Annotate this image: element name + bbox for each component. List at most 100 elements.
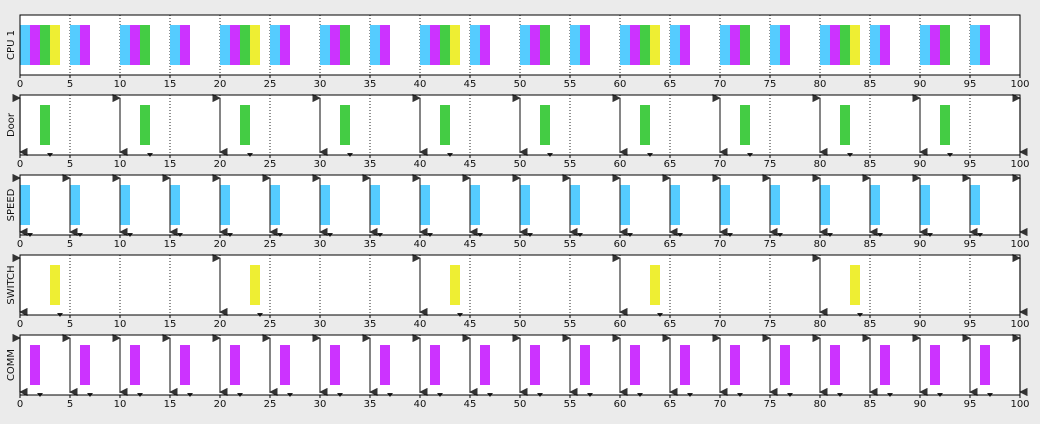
x-tick-label: 100 — [1010, 399, 1029, 410]
execution-bar — [980, 345, 990, 385]
row-label: COMM — [6, 349, 17, 381]
bar-comm — [130, 25, 140, 65]
execution-bar — [970, 185, 980, 225]
bar-door — [40, 25, 50, 65]
x-tick-label: 45 — [464, 239, 477, 250]
x-tick-label: 10 — [114, 399, 127, 410]
bar-door — [940, 25, 950, 65]
x-tick-label: 35 — [364, 79, 377, 90]
x-tick-label: 15 — [164, 159, 177, 170]
bar-speed — [370, 25, 380, 65]
x-tick-label: 50 — [514, 159, 527, 170]
execution-bar — [120, 185, 130, 225]
execution-bar — [920, 185, 930, 225]
execution-bar — [520, 185, 530, 225]
execution-bar — [70, 185, 80, 225]
bar-comm — [980, 25, 990, 65]
x-tick-label: 90 — [914, 319, 927, 330]
bar-comm — [530, 25, 540, 65]
x-tick-label: 80 — [814, 239, 827, 250]
execution-bar — [940, 105, 950, 145]
x-tick-label: 95 — [964, 239, 977, 250]
execution-bar — [830, 345, 840, 385]
x-tick-label: 85 — [864, 319, 877, 330]
x-tick-label: 30 — [314, 159, 327, 170]
x-tick-label: 90 — [914, 159, 927, 170]
x-tick-label: 100 — [1010, 319, 1029, 330]
x-tick-label: 5 — [67, 319, 73, 330]
x-tick-label: 45 — [464, 79, 477, 90]
execution-bar — [340, 105, 350, 145]
x-tick-label: 20 — [214, 399, 227, 410]
bar-door — [240, 25, 250, 65]
x-tick-label: 90 — [914, 399, 927, 410]
panel-cpu-1: 0 5 10 15 20 25 30 35 40 45 50 55 60 65 70 75 80 85 90 95 10… — [6, 14, 1030, 90]
bar-speed — [170, 25, 180, 65]
bar-comm — [580, 25, 590, 65]
bar-comm — [730, 25, 740, 65]
bar-speed — [20, 25, 30, 65]
x-tick-label: 40 — [414, 239, 427, 250]
x-tick-label: 20 — [214, 239, 227, 250]
x-tick-label: 85 — [864, 159, 877, 170]
bar-speed — [970, 25, 980, 65]
x-tick-label: 25 — [264, 79, 277, 90]
execution-bar — [540, 105, 550, 145]
x-tick-label: 60 — [614, 239, 627, 250]
bar-comm — [880, 25, 890, 65]
x-tick-label: 90 — [914, 79, 927, 90]
bar-speed — [120, 25, 130, 65]
x-tick-label: 70 — [714, 399, 727, 410]
x-tick-label: 0 — [17, 399, 23, 410]
x-tick-label: 50 — [514, 399, 527, 410]
x-tick-label: 10 — [114, 239, 127, 250]
x-tick-label: 35 — [364, 159, 377, 170]
execution-bar — [870, 185, 880, 225]
execution-bar — [420, 185, 430, 225]
execution-bar — [580, 345, 590, 385]
bar-door — [140, 25, 150, 65]
panel-switch: 0 5 10 15 20 25 30 35 40 45 50 55 60 65 70 75 80 85 90 95 10… — [6, 253, 1030, 330]
execution-bar — [620, 185, 630, 225]
bar-speed — [220, 25, 230, 65]
x-tick-label: 80 — [814, 79, 827, 90]
bar-speed — [870, 25, 880, 65]
execution-bar — [650, 265, 660, 305]
x-tick-label: 65 — [664, 239, 677, 250]
x-tick-label: 15 — [164, 399, 177, 410]
bar-switch — [850, 25, 860, 65]
x-tick-label: 20 — [214, 159, 227, 170]
x-tick-label: 50 — [514, 79, 527, 90]
execution-bar — [640, 105, 650, 145]
x-tick-label: 75 — [764, 79, 777, 90]
x-tick-label: 10 — [114, 319, 127, 330]
execution-bar — [450, 265, 460, 305]
x-tick-label: 60 — [614, 159, 627, 170]
x-tick-label: 70 — [714, 319, 727, 330]
x-tick-label: 0 — [17, 159, 23, 170]
bar-comm — [180, 25, 190, 65]
bar-comm — [430, 25, 440, 65]
execution-bar — [30, 345, 40, 385]
bar-switch — [650, 25, 660, 65]
bar-comm — [680, 25, 690, 65]
bar-speed — [470, 25, 480, 65]
execution-bar — [320, 185, 330, 225]
bar-door — [540, 25, 550, 65]
x-tick-label: 70 — [714, 79, 727, 90]
execution-bar — [780, 345, 790, 385]
execution-bar — [140, 105, 150, 145]
bar-speed — [620, 25, 630, 65]
x-tick-label: 30 — [314, 79, 327, 90]
x-tick-label: 40 — [414, 79, 427, 90]
x-tick-label: 25 — [264, 399, 277, 410]
execution-bar — [170, 185, 180, 225]
bar-switch — [50, 25, 60, 65]
x-tick-label: 60 — [614, 399, 627, 410]
bar-comm — [630, 25, 640, 65]
execution-bar — [930, 345, 940, 385]
x-tick-label: 15 — [164, 319, 177, 330]
row-label: SWITCH — [6, 265, 17, 304]
bar-comm — [80, 25, 90, 65]
